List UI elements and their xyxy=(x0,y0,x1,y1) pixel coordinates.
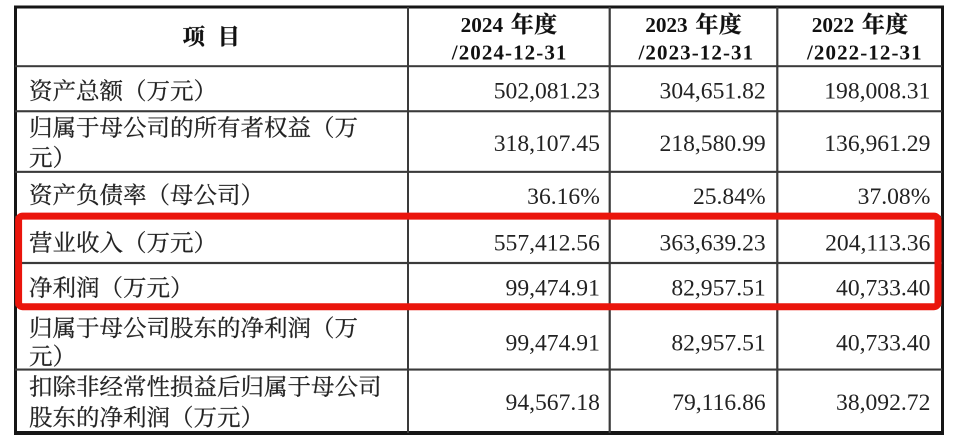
svg-text:/2024-12-31: /2024-12-31 xyxy=(451,40,567,64)
svg-text:/2022-12-31: /2022-12-31 xyxy=(806,40,922,64)
svg-text:198,008.31: 198,008.31 xyxy=(824,78,930,104)
svg-text:37.08%: 37.08% xyxy=(858,184,931,210)
svg-text:502,081.23: 502,081.23 xyxy=(494,78,600,104)
svg-text:557,412.56: 557,412.56 xyxy=(494,230,600,256)
svg-text:40,733.40: 40,733.40 xyxy=(836,330,930,356)
svg-text:94,567.18: 94,567.18 xyxy=(506,390,600,416)
svg-text:25.84%: 25.84% xyxy=(693,184,766,210)
svg-text:38,092.72: 38,092.72 xyxy=(836,390,930,416)
svg-text:40,733.40: 40,733.40 xyxy=(836,275,930,301)
svg-text:36.16%: 36.16% xyxy=(527,184,600,210)
svg-text:363,639.23: 363,639.23 xyxy=(660,230,766,256)
svg-text:218,580.99: 218,580.99 xyxy=(660,131,766,157)
svg-text:318,107.45: 318,107.45 xyxy=(494,131,600,157)
svg-text:82,957.51: 82,957.51 xyxy=(671,330,765,356)
svg-text:82,957.51: 82,957.51 xyxy=(671,275,765,301)
svg-text:2024: 2024 xyxy=(461,13,504,37)
svg-text:99,474.91: 99,474.91 xyxy=(506,275,600,301)
svg-text:304,651.82: 304,651.82 xyxy=(660,78,766,104)
svg-text:79,116.86: 79,116.86 xyxy=(672,390,766,416)
svg-text:204,113.36: 204,113.36 xyxy=(825,230,930,256)
svg-text:2022: 2022 xyxy=(812,13,855,37)
svg-text:99,474.91: 99,474.91 xyxy=(506,330,600,356)
svg-text:136,961.29: 136,961.29 xyxy=(824,131,930,157)
svg-text:2023: 2023 xyxy=(645,13,688,37)
svg-text:/2023-12-31: /2023-12-31 xyxy=(638,40,754,64)
